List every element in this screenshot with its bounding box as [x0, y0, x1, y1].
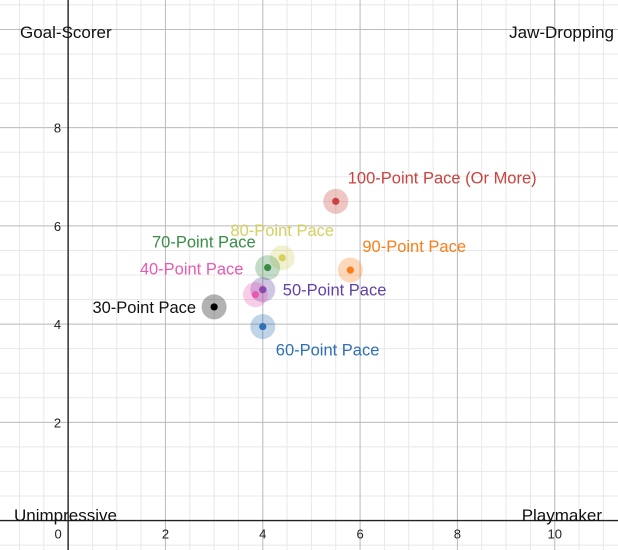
corner-label-top-right: Jaw-Dropping: [509, 23, 614, 42]
point-label: 50-Point Pace: [283, 282, 387, 300]
data-point: 40-Point Pace: [140, 261, 268, 308]
data-point: 60-Point Pace: [250, 314, 379, 360]
corner-label-top-left: Goal-Scorer: [20, 23, 112, 42]
x-tick-label: 8: [454, 527, 461, 542]
point-label: 80-Point Pace: [230, 222, 334, 240]
data-point: 30-Point Pace: [92, 294, 227, 320]
point-marker: [210, 303, 218, 311]
point-marker: [346, 266, 354, 274]
y-tick-label: 8: [54, 121, 61, 136]
data-point: 80-Point Pace: [230, 222, 334, 271]
y-tick-label: 2: [54, 415, 61, 430]
point-marker: [259, 286, 267, 294]
point-label: 30-Point Pace: [92, 299, 196, 317]
point-label: 40-Point Pace: [140, 261, 244, 279]
corner-label-bottom-left: Unimpressive: [14, 506, 117, 525]
corner-label-bottom-right: Playmaker: [522, 506, 603, 525]
point-marker: [259, 322, 267, 331]
point-marker: [332, 197, 340, 205]
tick-labels: 0 2 4 6 8 10 2 4 6 8: [54, 121, 562, 542]
data-point: 70-Point Pace: [152, 234, 281, 281]
point-marker: [251, 291, 260, 299]
data-point: 90-Point Pace: [337, 238, 466, 283]
point-marker: [264, 264, 272, 272]
x-tick-label: 10: [548, 527, 562, 542]
point-marker: [278, 254, 286, 262]
point-label: 70-Point Pace: [152, 234, 256, 252]
data-point: 100-Point Pace (Or More): [323, 169, 537, 214]
point-label: 90-Point Pace: [362, 238, 466, 256]
point-label: 60-Point Pace: [276, 342, 380, 360]
data-point: 50-Point Pace: [250, 277, 387, 303]
x-tick-label: 2: [162, 527, 169, 542]
corner-labels: Goal-Scorer Jaw-Dropping Unimpressive Pl…: [14, 23, 614, 525]
data-points: 100-Point Pace (Or More) 90-Point Pace 80-…: [92, 169, 536, 359]
point-label: 100-Point Pace (Or More): [348, 169, 537, 187]
x-tick-label: 4: [259, 527, 266, 542]
y-tick-label: 4: [54, 317, 61, 332]
y-tick-label: 6: [54, 219, 61, 234]
x-tick-label: 6: [356, 527, 363, 542]
x-tick-label: 0: [55, 527, 62, 542]
